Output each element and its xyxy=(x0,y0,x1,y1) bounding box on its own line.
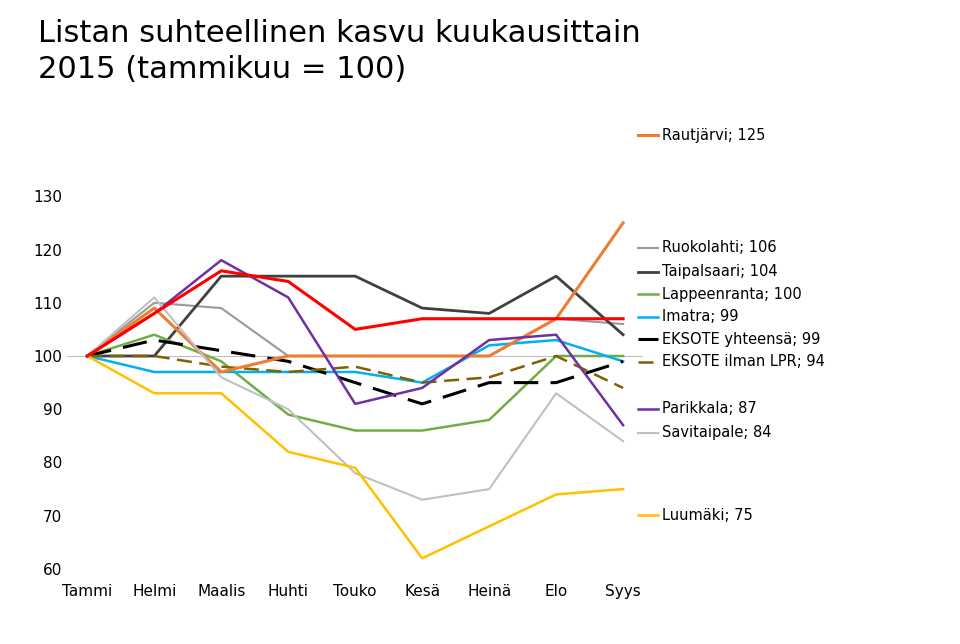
Text: EKSOTE yhteensä; 99: EKSOTE yhteensä; 99 xyxy=(662,332,821,347)
Text: Taipalsaari; 104: Taipalsaari; 104 xyxy=(662,264,778,279)
Text: Savitaipale; 84: Savitaipale; 84 xyxy=(662,425,772,440)
Text: Imatra; 99: Imatra; 99 xyxy=(662,309,739,325)
Text: EKSOTE ilman LPR; 94: EKSOTE ilman LPR; 94 xyxy=(662,354,826,370)
Text: Listan suhteellinen kasvu kuukausittain
2015 (tammikuu = 100): Listan suhteellinen kasvu kuukausittain … xyxy=(38,19,641,84)
Text: Lappeenranta; 100: Lappeenranta; 100 xyxy=(662,287,803,302)
Text: Ruokolahti; 106: Ruokolahti; 106 xyxy=(662,240,777,256)
Text: Rautjärvi; 125: Rautjärvi; 125 xyxy=(662,128,766,143)
Text: Luumäki; 75: Luumäki; 75 xyxy=(662,507,754,523)
Text: Parikkala; 87: Parikkala; 87 xyxy=(662,401,757,417)
